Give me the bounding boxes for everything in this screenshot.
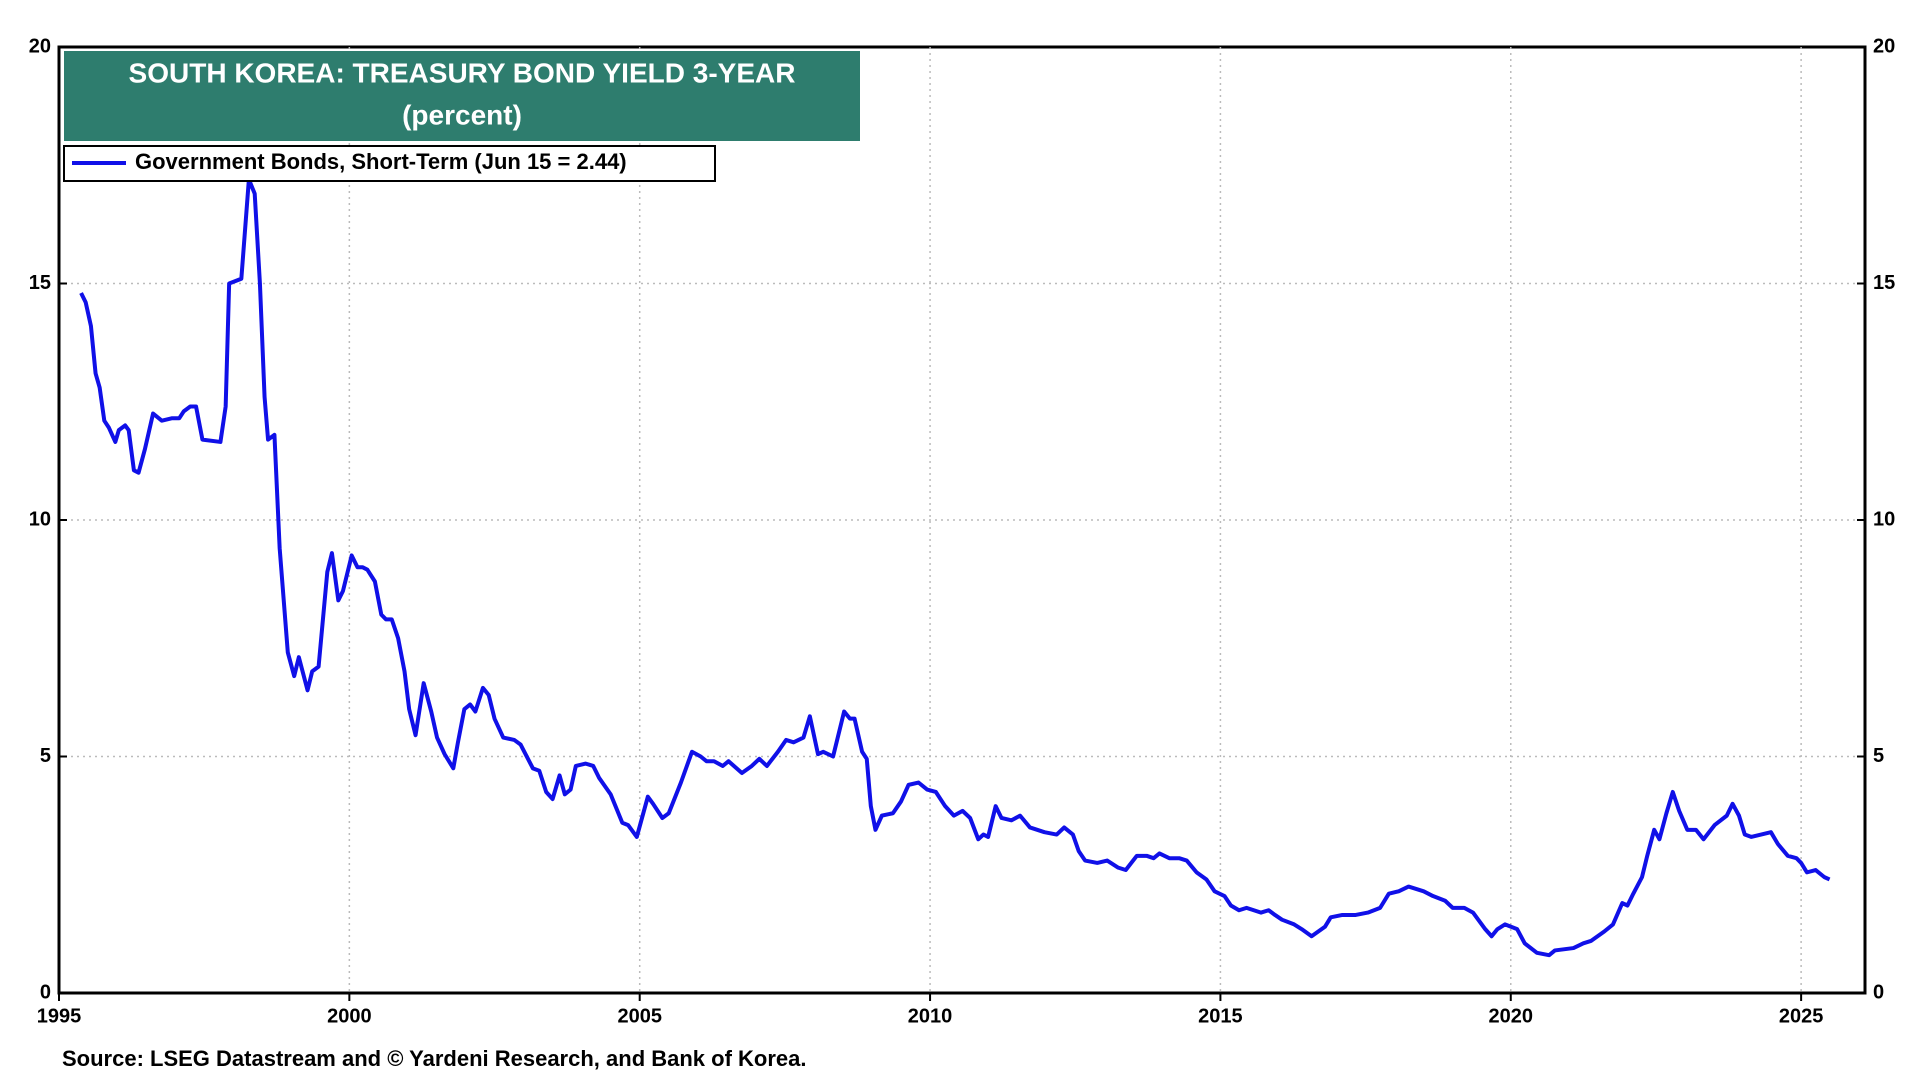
y2-tick-label: 15 — [1873, 272, 1895, 294]
y2-tick-label: 0 — [1873, 981, 1884, 1003]
series — [79, 177, 1831, 958]
y-tick-label: 0 — [40, 981, 51, 1003]
y2-tick-label: 5 — [1873, 745, 1884, 767]
series-line — [79, 177, 1831, 958]
y2-tick-label: 10 — [1873, 508, 1895, 530]
source-note: Source: LSEG Datastream and © Yardeni Re… — [62, 1046, 807, 1071]
x-tick-label: 2010 — [908, 1005, 953, 1027]
y-tick-label: 10 — [29, 508, 51, 530]
x-tick-label: 2000 — [327, 1005, 372, 1027]
y-tick-label: 15 — [29, 272, 51, 294]
x-tick-label: 2025 — [1779, 1005, 1824, 1027]
y-tick-label: 5 — [40, 745, 51, 767]
x-tick-label: 1995 — [37, 1005, 82, 1027]
y2-tick-label: 20 — [1873, 35, 1895, 57]
x-tick-label: 2005 — [617, 1005, 662, 1027]
legend — [63, 145, 716, 182]
chart-subtitle: (percent) — [402, 99, 522, 130]
chart-title: SOUTH KOREA: TREASURY BOND YIELD 3-YEAR — [129, 57, 796, 88]
x-tick-label: 2015 — [1198, 1005, 1243, 1027]
x-tick-label: 2020 — [1489, 1005, 1534, 1027]
y-tick-label: 20 — [29, 35, 51, 57]
legend-label: Government Bonds, Short-Term (Jun 15 = 2… — [135, 149, 627, 174]
title-box — [64, 51, 860, 141]
